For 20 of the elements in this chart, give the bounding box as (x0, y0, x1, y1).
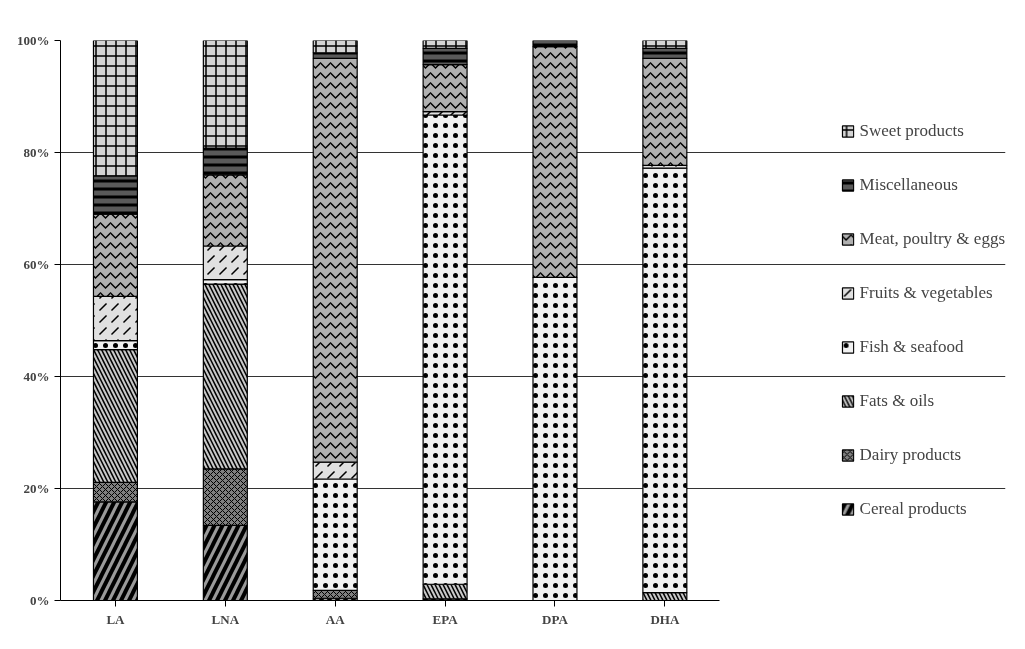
y-tick-label: 20% (23, 481, 50, 496)
x-tick-label: LA (106, 611, 126, 627)
y-tick-label: 100% (17, 33, 50, 48)
x-tick-label: DPA (542, 611, 569, 627)
x-tick-label: LNA (211, 611, 240, 627)
legend-label: Cereal products (859, 499, 967, 519)
legend-label: Meat, poultry & eggs (859, 229, 1005, 249)
y-tick-label: 60% (23, 257, 50, 272)
y-tick-label: 0% (30, 593, 50, 608)
legend-label: Fruits & vegetables (859, 283, 993, 303)
y-tick-label: 80% (23, 145, 50, 160)
x-tick-label: DHA (650, 611, 680, 627)
legend-label: Miscellaneous (859, 175, 958, 195)
legend-label: Fish & seafood (859, 337, 964, 357)
legend-label: Fats & oils (859, 391, 935, 411)
x-tick-label: AA (325, 611, 346, 627)
legend-label: Dairy products (859, 445, 962, 465)
x-tick-label: EPA (432, 611, 459, 627)
y-tick-label: 40% (23, 369, 50, 384)
legend-label: Sweet products (859, 121, 964, 141)
